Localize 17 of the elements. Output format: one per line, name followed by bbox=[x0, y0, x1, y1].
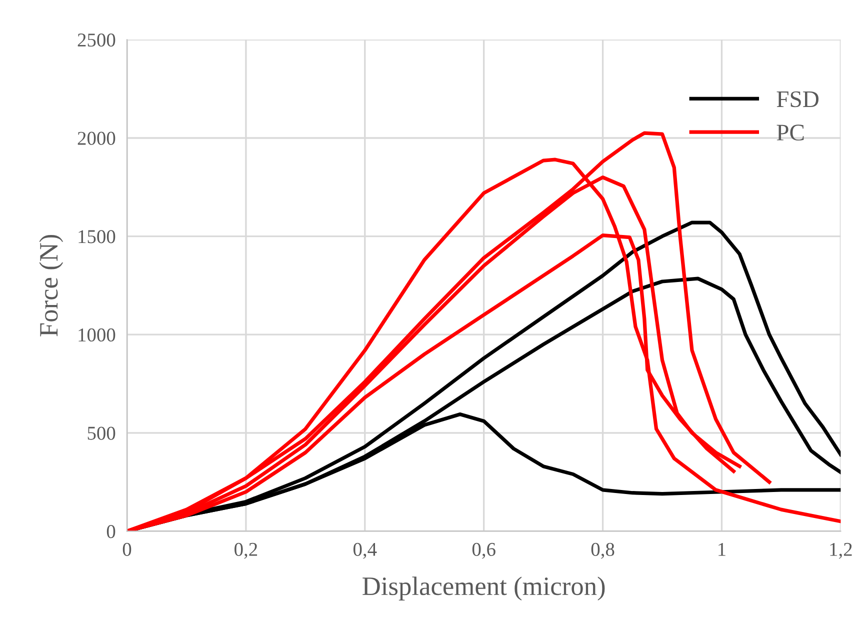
x-tick-label: 0,4 bbox=[353, 542, 377, 559]
x-axis-title: Displacement (micron) bbox=[362, 576, 605, 601]
x-tick-label: 1,2 bbox=[830, 542, 852, 559]
x-tick-label: 0,8 bbox=[591, 542, 614, 559]
y-tick-label: 2500 bbox=[78, 33, 116, 47]
x-tick-label: 0 bbox=[122, 542, 132, 556]
x-tick-label: 1 bbox=[718, 542, 726, 556]
y-tick-label: 500 bbox=[88, 426, 116, 440]
y-tick-label: 2000 bbox=[78, 132, 116, 145]
y-tick-label: 1000 bbox=[78, 328, 116, 342]
x-tick-label: 0,6 bbox=[472, 542, 496, 559]
legend-label: PC bbox=[776, 124, 804, 141]
y-axis-title: Force (N) bbox=[39, 234, 64, 336]
x-tick-label: 0,2 bbox=[234, 542, 258, 559]
y-tick-label: 1500 bbox=[78, 230, 116, 244]
legend-label: FSD bbox=[776, 91, 818, 108]
y-tick-label: 0 bbox=[106, 525, 116, 538]
